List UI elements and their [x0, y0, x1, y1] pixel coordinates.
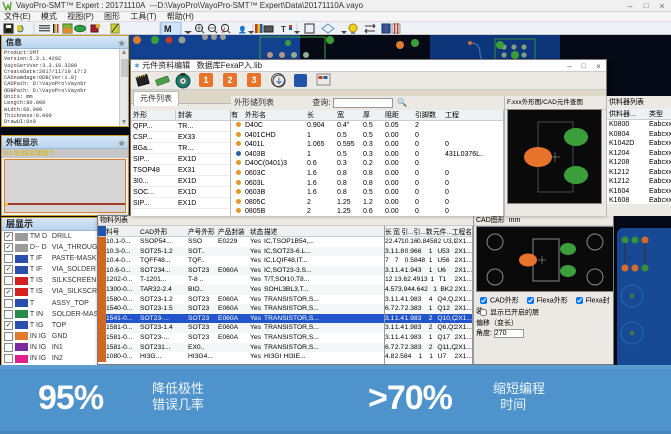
svg-text:M: M: [164, 24, 172, 34]
svg-text:T: T: [281, 25, 286, 34]
svg-text:👤: 👤: [238, 25, 247, 34]
